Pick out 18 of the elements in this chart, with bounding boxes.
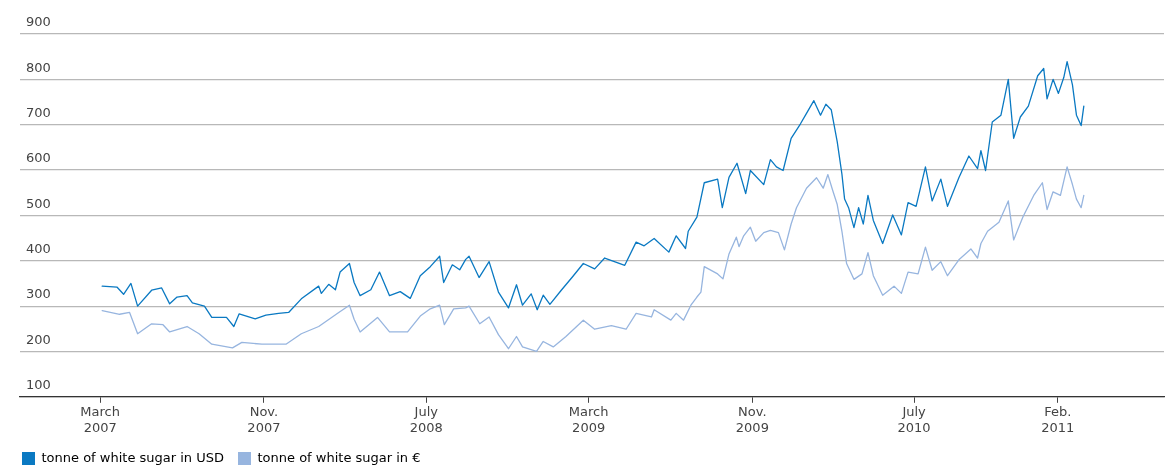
x-tick-label: Nov. 2007 [247,403,281,435]
y-tick-label: 400 [26,241,51,257]
y-tick-label: 700 [26,105,51,121]
y-tick-label: 800 [26,59,51,75]
x-tick-label: July 2008 [409,403,443,435]
x-tick-label: Feb. 2011 [1041,403,1075,435]
y-tick-label: 500 [26,195,51,211]
x-tick-label: July 2010 [897,403,931,435]
legend-label: tonne of white sugar in € [257,449,421,465]
y-tick-label: 100 [26,377,51,393]
y-tick-label: 200 [26,331,51,347]
y-tick-label: 300 [26,286,51,302]
x-tick-label: March 2007 [80,403,121,435]
legend-label: tonne of white sugar in USD [41,449,225,465]
y-tick-label: 600 [26,150,51,166]
x-tick-label: Nov. 2009 [735,403,769,435]
y-tick-label: 900 [26,14,51,30]
x-tick-label: March 2009 [568,403,609,435]
